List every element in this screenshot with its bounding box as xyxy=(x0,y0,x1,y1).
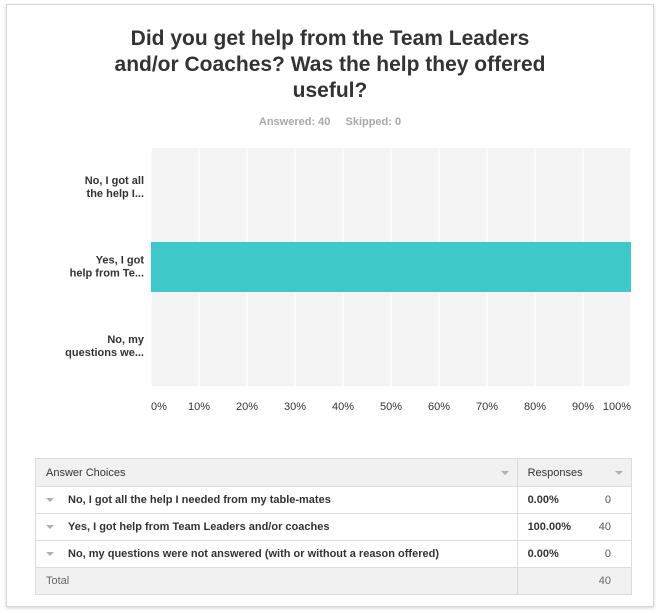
answer-choice-text: Yes, I got help from Team Leaders and/or… xyxy=(68,521,330,533)
category-label: help from Te... xyxy=(70,268,144,280)
expand-arrow-icon[interactable] xyxy=(46,498,54,503)
x-tick-label: 30% xyxy=(284,401,306,413)
category-label: Yes, I got xyxy=(96,255,145,267)
header-answer-choices[interactable]: Answer Choices xyxy=(35,458,518,487)
expand-arrow-icon[interactable] xyxy=(46,525,54,530)
response-count: 0 xyxy=(571,486,632,514)
sort-arrow-icon[interactable] xyxy=(500,471,509,475)
response-percent: 100.00% xyxy=(516,513,571,541)
category-label: questions we... xyxy=(65,347,144,359)
response-count: 0 xyxy=(571,540,632,568)
x-tick-label: 10% xyxy=(188,401,210,413)
x-tick-label: 60% xyxy=(428,401,450,413)
header-responses[interactable]: Responses xyxy=(516,458,633,487)
x-tick-label: 100% xyxy=(603,401,631,413)
total-label: Total xyxy=(35,567,518,595)
response-stats: Answered: 40 Skipped: 0 xyxy=(0,116,660,128)
category-label: No, my xyxy=(107,334,145,346)
table-row: No, I got all the help I needed from my … xyxy=(35,486,632,514)
answer-choice-cell: Yes, I got help from Team Leaders and/or… xyxy=(35,513,518,541)
answer-choice-cell: No, I got all the help I needed from my … xyxy=(35,486,518,514)
category-label: the help I... xyxy=(87,188,144,200)
x-tick-label: 90% xyxy=(572,401,594,413)
table-row: No, my questions were not answered (with… xyxy=(35,540,632,568)
sort-arrow-icon[interactable] xyxy=(615,471,623,475)
x-tick-label: 0% xyxy=(151,401,167,413)
total-spacer xyxy=(516,567,571,595)
x-tick-label: 50% xyxy=(380,401,402,413)
title-line: useful? xyxy=(292,79,368,102)
x-tick-label: 70% xyxy=(476,401,498,413)
answer-choice-text: No, my questions were not answered (with… xyxy=(68,548,439,560)
header-responses-label: Responses xyxy=(527,466,583,479)
x-tick-label: 40% xyxy=(332,401,354,413)
bars xyxy=(151,242,631,292)
bar[interactable] xyxy=(151,242,631,292)
question-title: Did you get help from the Team Leaders a… xyxy=(0,26,660,104)
title-line: Did you get help from the Team Leaders xyxy=(130,27,530,50)
response-count: 40 xyxy=(571,513,632,541)
title-line: and/or Coaches? Was the help they offere… xyxy=(114,53,546,76)
x-tick-label: 80% xyxy=(524,401,546,413)
category-label: No, I got all xyxy=(85,175,144,187)
answer-choice-text: No, I got all the help I needed from my … xyxy=(68,494,331,506)
answer-choice-cell: No, my questions were not answered (with… xyxy=(35,540,518,568)
skipped-count: Skipped: 0 xyxy=(345,116,402,128)
answered-count: Answered: 40 xyxy=(258,116,331,128)
expand-arrow-icon[interactable] xyxy=(46,552,54,557)
x-tick-labels: 0% 10% 20% 30% 40% 50% 60% 70% 80% 90% 100% xyxy=(151,401,631,413)
total-value: 40 xyxy=(571,567,632,595)
responses-table: Answer Choices Responses No, I got all t… xyxy=(35,458,633,595)
total-row: Total 40 xyxy=(35,567,632,595)
x-tick-label: 20% xyxy=(236,401,258,413)
response-percent: 0.00% xyxy=(516,486,571,514)
response-percent: 0.00% xyxy=(516,540,571,568)
header-answer-choices-label: Answer Choices xyxy=(46,466,126,479)
table-row: Yes, I got help from Team Leaders and/or… xyxy=(35,513,632,541)
